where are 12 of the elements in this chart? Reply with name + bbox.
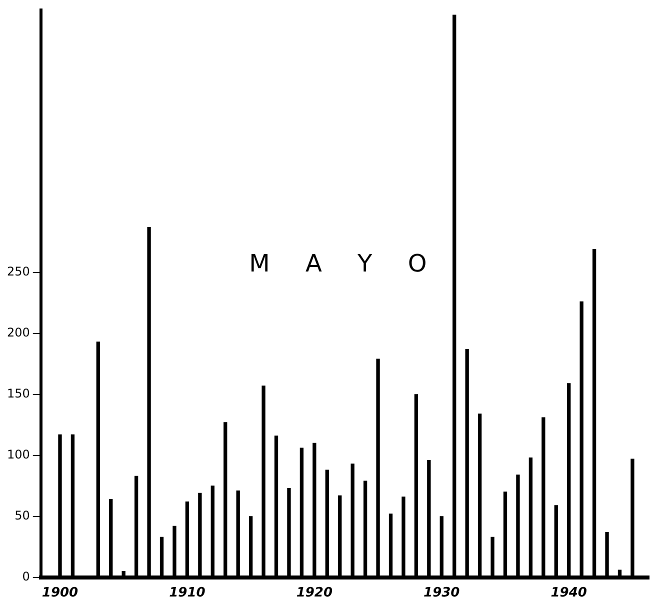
- x-tick-label: 1900: [42, 586, 78, 601]
- x-tick-label: 1920: [296, 586, 333, 601]
- y-tick-label: 0: [22, 570, 30, 584]
- y-tick-label: 50: [14, 508, 30, 523]
- y-tick-label: 250: [7, 264, 30, 279]
- y-tick-label: 150: [7, 386, 30, 401]
- y-tick-label: 100: [7, 448, 30, 462]
- x-tick-label: 1910: [169, 586, 206, 601]
- y-tick-label: 200: [7, 326, 30, 340]
- text: M A Y O: [249, 250, 441, 278]
- x-tick-label: 1940: [550, 586, 587, 601]
- x-tick-label: 1930: [424, 586, 460, 601]
